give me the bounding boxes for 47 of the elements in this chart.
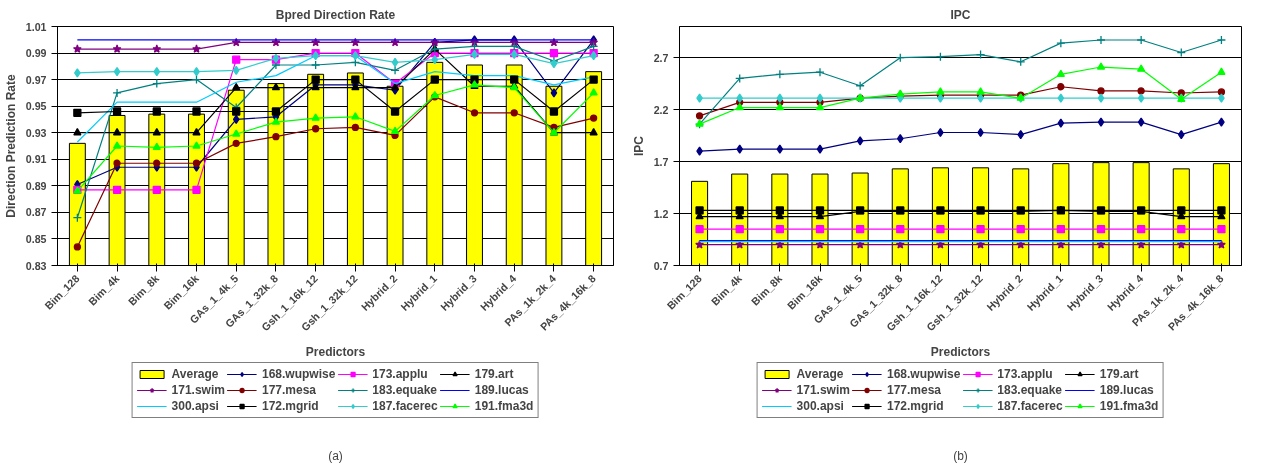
legend-label: 183.equake <box>997 383 1063 397</box>
legend-label: 179.art <box>1099 367 1139 381</box>
y-tick-label: 2.7 <box>653 51 669 64</box>
y-tick-label: 0.7 <box>653 259 669 272</box>
y-tick-label: 1.01 <box>25 20 47 33</box>
legend-label: Average <box>171 367 219 381</box>
chart-title: IPC <box>950 7 971 22</box>
legend-label: 168.wupwise <box>261 367 336 381</box>
y-axis-title: Direction Prediction Rate <box>3 73 18 218</box>
legend-label: 191.fma3d <box>1099 399 1159 413</box>
legend-label: 189.lucas <box>1099 383 1154 397</box>
y-tick-label: 0.93 <box>25 126 47 139</box>
legend-label: 300.apsi <box>171 399 219 413</box>
y-tick-label: 0.85 <box>25 232 47 245</box>
legend-label: 173.applu <box>372 367 428 381</box>
y-tick-label: 0.87 <box>25 206 47 219</box>
legend-label: 177.mesa <box>261 383 316 397</box>
legend-label: 183.equake <box>372 383 438 397</box>
y-tick-label: 0.97 <box>25 73 47 86</box>
legend-label: 168.wupwise <box>886 367 961 381</box>
legend-label: 187.facerec <box>372 399 438 413</box>
text: (a) <box>328 448 343 463</box>
y-tick-label: 0.99 <box>25 47 47 60</box>
legend-label: 179.art <box>474 367 514 381</box>
legend-label: 191.fma3d <box>474 399 534 413</box>
chart-title: Bpred Direction Rate <box>275 7 396 22</box>
legend-label: 300.apsi <box>796 399 844 413</box>
y-tick-label: 0.95 <box>25 100 47 113</box>
y-tick-label: 2.2 <box>653 103 669 116</box>
y-axis-title: IPC <box>631 135 646 156</box>
y-tick-label: 1.7 <box>653 155 669 168</box>
legend-label: 171.swim <box>171 383 225 397</box>
legend-label: 187.facerec <box>997 399 1063 413</box>
x-axis-title: Predictors <box>305 345 366 360</box>
legend-label: 172.mgrid <box>261 399 319 413</box>
legend-label: 177.mesa <box>886 383 941 397</box>
legend-label: 172.mgrid <box>886 399 944 413</box>
legend-label: 171.swim <box>796 383 850 397</box>
legend-label: Average <box>796 367 844 381</box>
x-axis-title: Predictors <box>930 345 991 360</box>
y-tick-label: 0.91 <box>25 153 47 166</box>
y-tick-label: 0.89 <box>25 179 47 192</box>
legend-label: 173.applu <box>997 367 1053 381</box>
y-tick-label: 1.2 <box>653 207 669 220</box>
y-tick-label: 0.83 <box>25 259 47 272</box>
text: (b) <box>953 448 968 463</box>
legend-label: 189.lucas <box>474 383 529 397</box>
